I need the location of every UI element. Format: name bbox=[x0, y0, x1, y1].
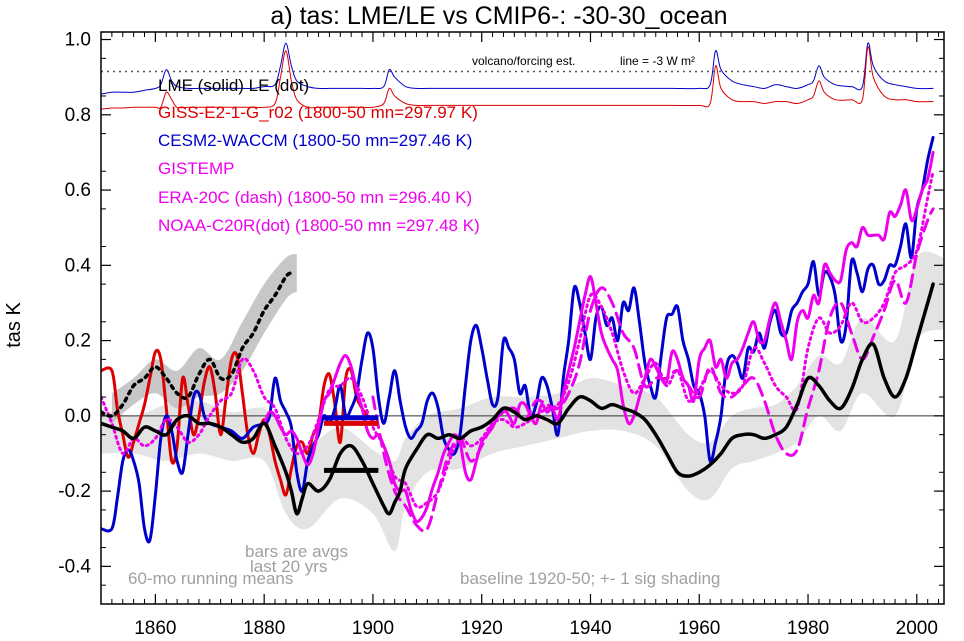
series-volcano-blue bbox=[101, 42, 934, 95]
series-era-20c bbox=[371, 207, 935, 533]
legend-entry: ERA-20C (dash) (1800-50 mn =296.40 K) bbox=[158, 188, 472, 207]
volcano-label: volcano/forcing est. bbox=[472, 54, 575, 68]
bars-note-1: bars are avgs bbox=[245, 542, 348, 561]
band-LE-spread bbox=[111, 254, 297, 424]
x-tick-label: 1960 bbox=[678, 618, 720, 639]
y-tick-label: -0.4 bbox=[58, 556, 91, 577]
chart-title: a) tas: LME/LE vs CMIP6-: -30-30_ocean bbox=[270, 2, 727, 30]
y-tick-label: 1.0 bbox=[65, 30, 91, 51]
y-tick-label: -0.2 bbox=[58, 481, 91, 502]
legend-entry: LME (solid) LE (dot) bbox=[158, 76, 309, 95]
legend-entry: GISS-E2-1-G_r02 (1800-50 mn=297.97 K) bbox=[158, 103, 478, 122]
y-tick-label: 0.6 bbox=[65, 180, 91, 201]
y-tick-label: 0.0 bbox=[65, 406, 91, 427]
x-tick-label: 1980 bbox=[787, 618, 829, 639]
legend-entry: CESM2-WACCM (1800-50 mn=297.46 K) bbox=[158, 131, 472, 150]
x-tick-label: 1940 bbox=[569, 618, 611, 639]
series-gistemp bbox=[262, 150, 935, 524]
x-tick-label: 1860 bbox=[134, 618, 176, 639]
series-volcano-red bbox=[101, 46, 934, 110]
series-lme bbox=[101, 282, 935, 516]
series-cesm2-waccm bbox=[101, 135, 935, 544]
x-tick-label: 2000 bbox=[896, 618, 938, 639]
legend-entry: NOAA-C20R(dot) (1800-50 mn =297.48 K) bbox=[158, 216, 480, 235]
bars-note-2: last 20 yrs bbox=[250, 557, 327, 576]
y-tick-label: 0.4 bbox=[65, 255, 92, 276]
series-noaa-c20r bbox=[101, 169, 935, 509]
legend: LME (solid) LE (dot) GISS-E2-1-G_r02 (180… bbox=[158, 76, 480, 235]
x-tick-label: 1880 bbox=[243, 618, 285, 639]
y-tick-label: 0.2 bbox=[65, 331, 91, 352]
x-tick-label: 1920 bbox=[461, 618, 503, 639]
y-tick-label: 0.8 bbox=[65, 105, 91, 126]
plot-frame bbox=[100, 31, 945, 605]
series-le bbox=[101, 271, 294, 418]
axes: -0.4 -0.2 0.0 0.2 0.4 0.6 0.8 1.0 1860 1880 1900 19… bbox=[58, 30, 945, 639]
running-means-note: 60-mo running means bbox=[128, 569, 293, 588]
y-axis-label: tas K bbox=[3, 302, 25, 348]
baseline-note: baseline 1920-50; +- 1 sig shading bbox=[460, 569, 720, 588]
series-layer bbox=[101, 42, 935, 544]
series-giss-e2-1-g-r02 bbox=[101, 348, 375, 497]
forcing-line-label: line = -3 W m² bbox=[620, 54, 695, 68]
legend-entry: GISTEMP bbox=[158, 159, 235, 178]
bars-layer bbox=[323, 415, 379, 473]
x-tick-label: 1900 bbox=[352, 618, 394, 639]
